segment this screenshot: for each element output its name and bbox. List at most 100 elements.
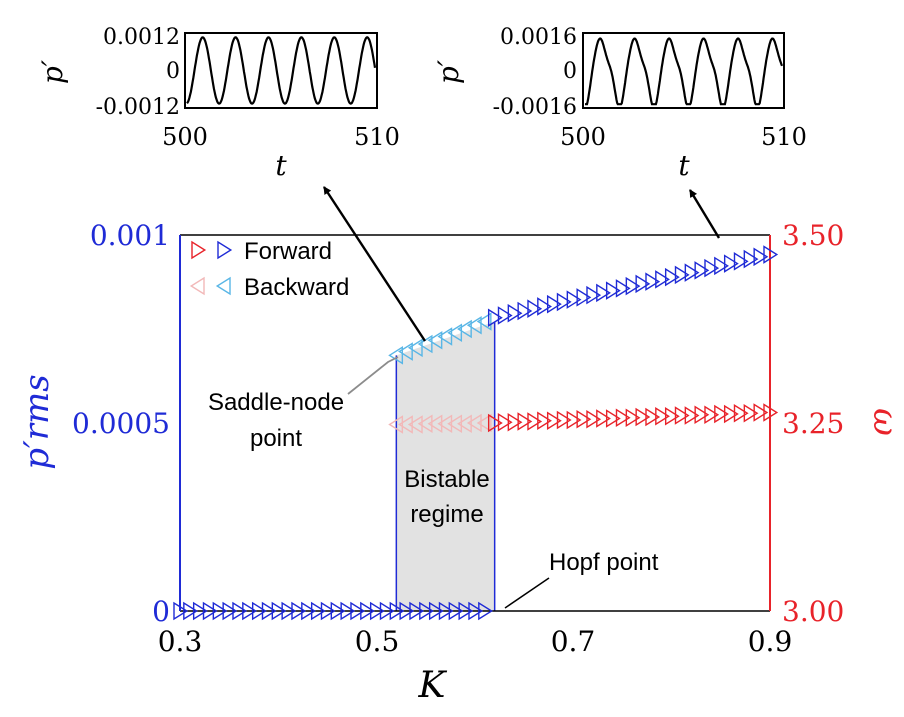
x-tick-0.5: 0.5	[355, 625, 400, 658]
forward-prms-marker	[419, 601, 434, 621]
x-tick-0.9: 0.9	[748, 625, 793, 658]
forward-omega-marker	[596, 409, 611, 428]
forward-prms-marker	[271, 601, 287, 621]
inset-1-ytick-bottom: -0.0012	[96, 95, 180, 120]
forward-prms-marker	[704, 258, 720, 278]
inset-1-ytick-top: 0.0012	[103, 25, 180, 50]
forward-omega-marker	[527, 412, 543, 431]
forward-prms-marker	[645, 272, 661, 291]
forward-prms-marker	[487, 308, 503, 327]
forward-omega-marker	[664, 406, 680, 426]
arrow-to-inset-2	[688, 189, 721, 239]
right-tick-3.00: 3.00	[782, 595, 844, 628]
bistable-region	[396, 321, 495, 611]
arrow-to-inset-1	[322, 186, 427, 342]
saddle-node-leader	[347, 356, 399, 395]
forward-omega-marker	[714, 404, 729, 424]
x-tick-0.3: 0.3	[158, 625, 203, 658]
forward-prms-marker	[291, 601, 307, 621]
forward-omega-marker	[753, 403, 769, 422]
forward-prms-marker	[733, 252, 749, 271]
forward-prms-marker	[389, 601, 405, 621]
forward-prms-marker	[655, 270, 670, 289]
left-tick-0: 0	[152, 595, 170, 628]
legend-forward-markers	[191, 240, 233, 260]
forward-omega-marker	[537, 411, 552, 431]
backward-omega-marker	[417, 414, 433, 434]
inset-1-xlabel: t	[275, 149, 287, 182]
forward-prms-marker	[399, 601, 415, 621]
forward-omega-marker	[655, 406, 670, 426]
forward-prms-marker	[428, 601, 444, 621]
inset-2-xlabel: t	[678, 149, 690, 182]
right-tick-3.50: 3.50	[782, 219, 844, 252]
forward-prms-marker	[369, 601, 385, 621]
forward-prms-marker	[723, 254, 739, 273]
right-tick-3.25: 3.25	[782, 407, 844, 440]
forward-prms-marker	[527, 299, 543, 318]
forward-omega-marker	[517, 412, 533, 431]
forward-prms-marker	[183, 601, 198, 621]
inset-2-waveform	[585, 37, 784, 106]
inset-1-xtick-left: 500	[162, 123, 208, 151]
forward-prms-marker	[586, 285, 602, 305]
forward-omega-marker	[704, 405, 720, 424]
legend: Forward Backward	[189, 238, 349, 301]
forward-prms-marker	[694, 261, 710, 280]
backward-prms-marker	[407, 338, 423, 358]
inset-2-ytick-top: 0.0016	[500, 25, 577, 50]
forward-prms-marker	[763, 245, 779, 264]
forward-prms-marker	[615, 279, 631, 298]
forward-prms-marker	[664, 267, 680, 287]
hopf-leader	[504, 577, 550, 609]
forward-prms-marker	[379, 601, 395, 621]
forward-omega-marker	[645, 407, 661, 427]
legend-forward-label: Forward	[244, 238, 332, 265]
forward-prms-marker	[261, 601, 277, 621]
inset-2-ytick-bottom: -0.0016	[493, 95, 577, 120]
x-tick-0.7: 0.7	[551, 625, 596, 658]
inset-2-xtick-right: 510	[761, 123, 807, 151]
forward-prms-marker	[212, 601, 228, 621]
inset-2-ytick-mid: 0	[563, 59, 577, 84]
forward-prms-marker	[556, 292, 572, 312]
left-tick-0.0005: 0.0005	[72, 407, 170, 440]
backward-prms-marker	[476, 312, 492, 331]
left-axis-label: p′rms	[17, 374, 57, 469]
forward-prms-marker	[202, 601, 218, 621]
forward-prms-marker	[537, 297, 552, 316]
backward-omega-marker	[427, 414, 443, 434]
legend-backward-label: Backward	[244, 274, 349, 301]
backward-prms-marker	[437, 327, 453, 346]
forward-omega-marker	[487, 413, 503, 433]
forward-prms-marker	[753, 247, 769, 267]
forward-prms-marker	[242, 601, 257, 621]
forward-prms-marker	[635, 274, 651, 294]
backward-prms-marker	[388, 346, 404, 365]
inset-2-frame	[582, 32, 785, 109]
backward-prms-marker	[447, 323, 463, 343]
forward-prms-marker	[684, 263, 700, 282]
backward-omega-marker	[476, 413, 492, 433]
forward-prms-marker	[409, 601, 425, 621]
forward-prms-marker	[340, 601, 356, 621]
backward-prms-marker	[427, 331, 443, 350]
inset-1-waveform	[186, 36, 377, 105]
forward-omega-marker	[625, 408, 641, 427]
forward-omega-marker	[723, 404, 739, 424]
forward-prms-marker	[192, 601, 208, 621]
legend-backward-omega-marker	[189, 276, 205, 296]
forward-omega-marker	[615, 408, 631, 427]
backward-omega-marker	[388, 415, 404, 434]
forward-omega-marker	[556, 410, 572, 430]
legend-backward-prms-marker	[215, 276, 231, 296]
backward-omega-marker	[398, 415, 413, 434]
forward-omega-marker	[733, 403, 749, 423]
backward-omega-marker	[447, 414, 463, 434]
inset-1-frame	[184, 32, 378, 109]
forward-prms-marker	[478, 601, 493, 621]
forward-prms-marker	[674, 265, 690, 285]
backward-omega-marker	[407, 415, 423, 434]
backward-prms-marker	[398, 342, 413, 361]
